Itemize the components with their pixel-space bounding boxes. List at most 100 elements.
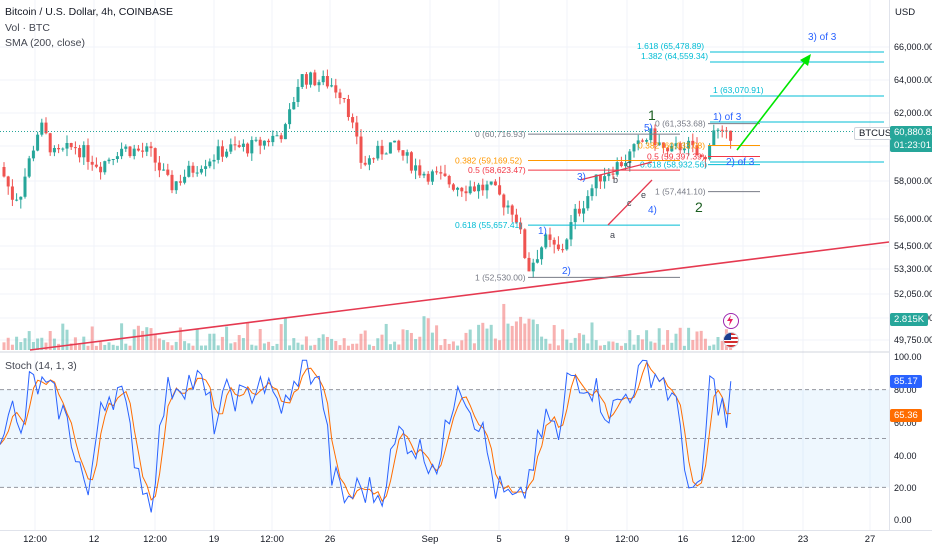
candle-body	[61, 148, 65, 150]
candle-body	[124, 146, 128, 149]
volume-bar	[19, 342, 23, 350]
volume-bar	[699, 330, 703, 350]
volume-bar	[708, 345, 712, 350]
us-flag-icon[interactable]	[723, 332, 739, 348]
volume-bar	[577, 333, 581, 350]
lightning-icon[interactable]	[723, 313, 739, 329]
volume-bar	[527, 318, 531, 350]
candle-body	[640, 140, 644, 142]
volume-bar	[691, 339, 695, 350]
volume-bar	[414, 339, 418, 350]
volume-bar	[687, 327, 691, 350]
candle-body	[153, 148, 157, 163]
volume-bar	[456, 345, 460, 350]
price-tick-label: 56,000.00	[894, 214, 932, 224]
candle-body	[712, 130, 716, 146]
volume-bar	[355, 343, 359, 350]
triangle-line	[607, 179, 653, 226]
candle-body	[397, 140, 401, 151]
candle-body	[363, 162, 367, 165]
volume-bar	[124, 343, 128, 350]
volume-bar	[351, 343, 355, 350]
candle-body	[687, 140, 691, 149]
candle-body	[19, 196, 23, 200]
candle-body	[31, 150, 35, 159]
volume-bar	[590, 322, 594, 350]
candle-body	[552, 239, 556, 245]
candle-body	[645, 140, 649, 142]
wave-label: d	[626, 159, 631, 169]
fib-level-label: 0.382 (60,033.08)	[638, 140, 705, 150]
volume-bar	[94, 345, 98, 350]
candle-body	[657, 142, 661, 146]
volume-bar	[334, 341, 338, 350]
candle-body	[94, 164, 98, 167]
candle-body	[78, 147, 82, 158]
volume-bar	[10, 344, 14, 350]
currency-label[interactable]: USD	[895, 7, 916, 18]
wave-label: b	[613, 175, 618, 185]
candle-body	[615, 162, 619, 175]
candle-body	[456, 187, 460, 190]
volume-bar	[174, 341, 178, 350]
stoch-tick-label: 100.00	[894, 352, 922, 362]
candle-body	[519, 222, 523, 230]
time-axis[interactable]	[0, 530, 932, 551]
volume-bar	[300, 344, 304, 350]
candle-body	[422, 173, 426, 176]
volume-bar	[561, 329, 565, 350]
volume-bar	[36, 338, 40, 350]
candle-body	[36, 134, 40, 151]
candle-body	[325, 76, 329, 87]
price-tick-label: 64,000.00	[894, 75, 932, 85]
volume-bar	[191, 345, 195, 350]
candle-body	[271, 135, 275, 143]
candle-body	[716, 129, 720, 131]
price-axis[interactable]	[889, 0, 932, 530]
fib-level-label: 0.5 (58,623.47)	[468, 165, 526, 175]
volume-bar	[657, 328, 661, 350]
fib-level-label: 0.5 (59,397.39)	[647, 152, 705, 162]
candle-body	[409, 152, 413, 171]
stoch-d-badge: 65.36	[890, 409, 922, 422]
volume-bar	[170, 345, 174, 350]
candle-body	[99, 166, 103, 173]
candle-body	[670, 146, 674, 152]
volume-bar	[628, 330, 632, 350]
volume-bar	[296, 342, 300, 350]
sma-indicator-label[interactable]: SMA (200, close)	[5, 37, 85, 49]
volume-bar	[149, 328, 153, 350]
candle-body	[729, 130, 733, 141]
candle-body	[23, 176, 27, 197]
candle-body	[128, 146, 132, 157]
volume-indicator-label[interactable]: Vol · BTC	[5, 22, 50, 34]
stoch-indicator-label[interactable]: Stoch (14, 1, 3)	[5, 360, 77, 372]
candle-body	[208, 161, 212, 167]
volume-bar	[477, 324, 481, 350]
candle-body	[674, 143, 678, 147]
volume-bar	[376, 338, 380, 350]
candle-body	[237, 145, 241, 147]
fib-extension-label: 1.618 (65,478.89)	[637, 41, 704, 51]
candle-body	[296, 86, 300, 103]
volume-bar	[330, 338, 334, 350]
candle-body	[216, 146, 220, 160]
volume-bar	[2, 342, 6, 350]
candle-body	[342, 97, 346, 100]
volume-bar	[565, 339, 569, 350]
volume-bar	[481, 322, 485, 350]
candle-body	[703, 157, 707, 160]
volume-bar	[145, 327, 149, 350]
price-tick-label: 53,300.00	[894, 264, 932, 274]
volume-bar	[506, 323, 510, 350]
candle-body	[523, 229, 527, 258]
fib-level-label: 0.618 (55,657.41)	[455, 220, 522, 230]
volume-bar	[405, 330, 409, 350]
volume-bar	[128, 345, 132, 350]
candle-body	[489, 181, 493, 185]
candle-body	[556, 244, 560, 250]
candle-body	[107, 159, 111, 162]
volume-bar	[325, 336, 329, 350]
candle-body	[6, 176, 10, 187]
